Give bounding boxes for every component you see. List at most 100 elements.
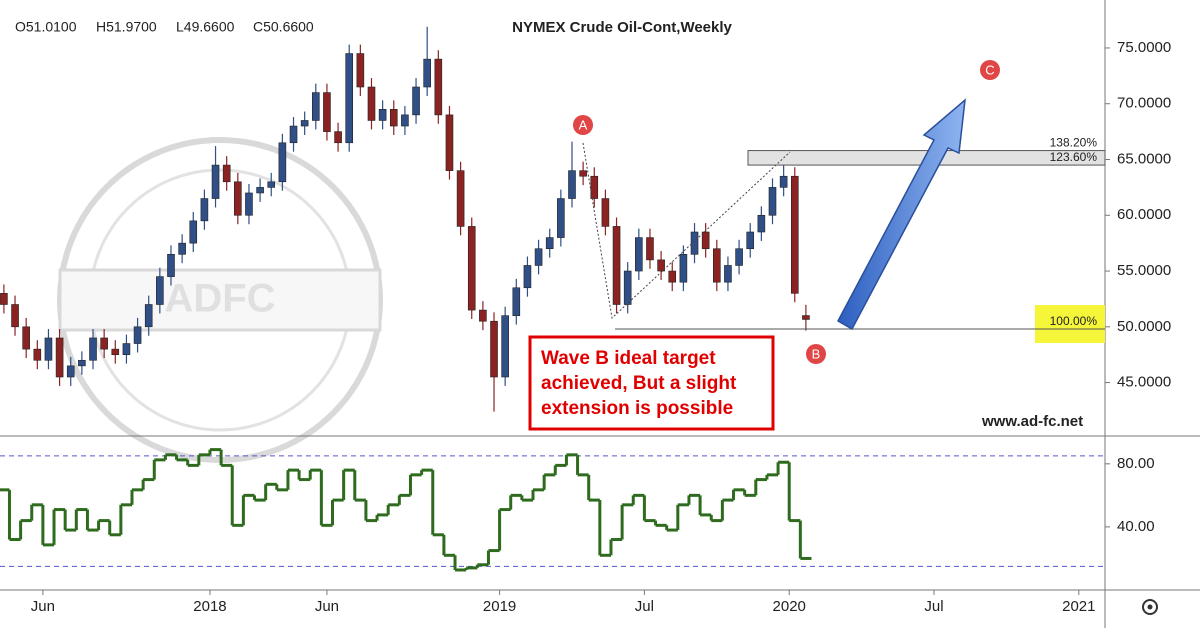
candle-body (768, 187, 777, 216)
candle-body (545, 237, 554, 250)
candle-body (11, 304, 19, 328)
y-tick-label: 80.00 (1117, 455, 1155, 472)
candle-body (167, 254, 175, 277)
candle-body (646, 237, 654, 261)
stamp-band (58, 268, 382, 332)
candle-body (412, 86, 420, 116)
candle-body (300, 120, 309, 127)
candle-body (334, 131, 342, 144)
wave-marker: A B C (573, 60, 1000, 364)
wave-dotted-line (582, 142, 791, 320)
candle-body (568, 170, 576, 199)
candle-body (467, 226, 476, 311)
candle-body (501, 315, 509, 378)
candle-body (267, 181, 276, 188)
candle-body (178, 242, 186, 255)
y-tick-label: 45.0000 (1117, 374, 1171, 391)
candle-body (557, 198, 565, 238)
x-tick-label: Jul (924, 598, 943, 615)
ohlc-legend: O51.0100 (15, 19, 77, 35)
candle-body (66, 365, 75, 378)
candle-body (701, 231, 710, 250)
candle-body (757, 214, 766, 233)
candle-body (401, 114, 409, 127)
candles (0, 26, 810, 412)
gear[interactable] (1142, 599, 1158, 615)
candle-body (378, 109, 387, 121)
stamp-text: ADFC (164, 277, 275, 321)
x-tick-label: 2018 (193, 598, 226, 615)
candle-body (345, 53, 354, 144)
candle-body (44, 337, 53, 361)
candle-body (323, 92, 331, 132)
y-tick-label: 70.0000 (1117, 95, 1171, 112)
annotation-box (528, 335, 775, 431)
candle-body (389, 109, 398, 127)
candle-body (133, 326, 142, 344)
candle-body (724, 265, 732, 283)
candle-body (679, 254, 688, 283)
x-tick-label: 2021 (1062, 598, 1095, 615)
candle-body (22, 326, 30, 350)
ohlc-legend: C50.6600 (253, 19, 314, 35)
x-tick-label: Jun (315, 598, 339, 615)
candle-body (0, 293, 8, 305)
candle-body (144, 304, 153, 328)
candle-body (189, 220, 198, 244)
candle-body (534, 248, 543, 266)
candle-body (690, 231, 699, 255)
candle-body (367, 86, 376, 121)
candle-body (456, 170, 465, 227)
candle-body (512, 287, 521, 316)
candle-body (100, 337, 108, 350)
y-tick-label: 50.0000 (1117, 318, 1171, 335)
candle-body (156, 276, 164, 305)
candle-body (657, 259, 665, 272)
x-tick-label: Jul (635, 598, 654, 615)
x-tick-label: Jun (31, 598, 55, 615)
candle-body (356, 53, 365, 88)
candle-body (222, 164, 231, 183)
source: www.ad-fc.net (981, 413, 1083, 430)
candle-body (779, 175, 788, 188)
candle-body (523, 265, 532, 289)
candle-body (802, 315, 810, 320)
fib-label: 100.00% (1050, 314, 1098, 328)
fib-label: 123.60% (1050, 150, 1098, 164)
annotation-line: extension is possible (541, 398, 733, 419)
x-tick-label: 2020 (773, 598, 806, 615)
y-tick-label: 75.0000 (1117, 39, 1171, 56)
candle-body (746, 231, 755, 250)
candle-body (490, 320, 498, 378)
fib-label-bg (1035, 305, 1105, 344)
oscillator (0, 448, 1105, 572)
candle-body (89, 337, 97, 361)
candle-body (55, 337, 64, 378)
candle-body (78, 359, 86, 367)
candle-body (245, 192, 253, 216)
candle-body (122, 343, 131, 355)
candle-body (289, 125, 298, 144)
wave-label: B (812, 346, 821, 361)
settings-icon[interactable] (1142, 599, 1158, 615)
candle-body (434, 58, 443, 116)
x-tick-label: 2019 (483, 598, 516, 615)
candle-body (234, 181, 242, 216)
candle-body (278, 142, 287, 183)
candle-body (612, 226, 621, 305)
gear-center[interactable] (1147, 604, 1153, 610)
candle-body (735, 248, 743, 266)
candle-body (423, 58, 431, 88)
candle-body (579, 170, 587, 177)
y-tick-label: 60.0000 (1117, 206, 1171, 223)
candle-body (111, 348, 120, 355)
ohlc-legend: L49.6600 (176, 19, 235, 35)
candle-body (668, 270, 677, 283)
candle-body (635, 237, 643, 272)
y-tick-label: 55.0000 (1117, 262, 1171, 279)
projection-arrow (836, 98, 966, 331)
wave-circle (573, 115, 593, 135)
annotation-line: Wave B ideal target (541, 348, 716, 369)
